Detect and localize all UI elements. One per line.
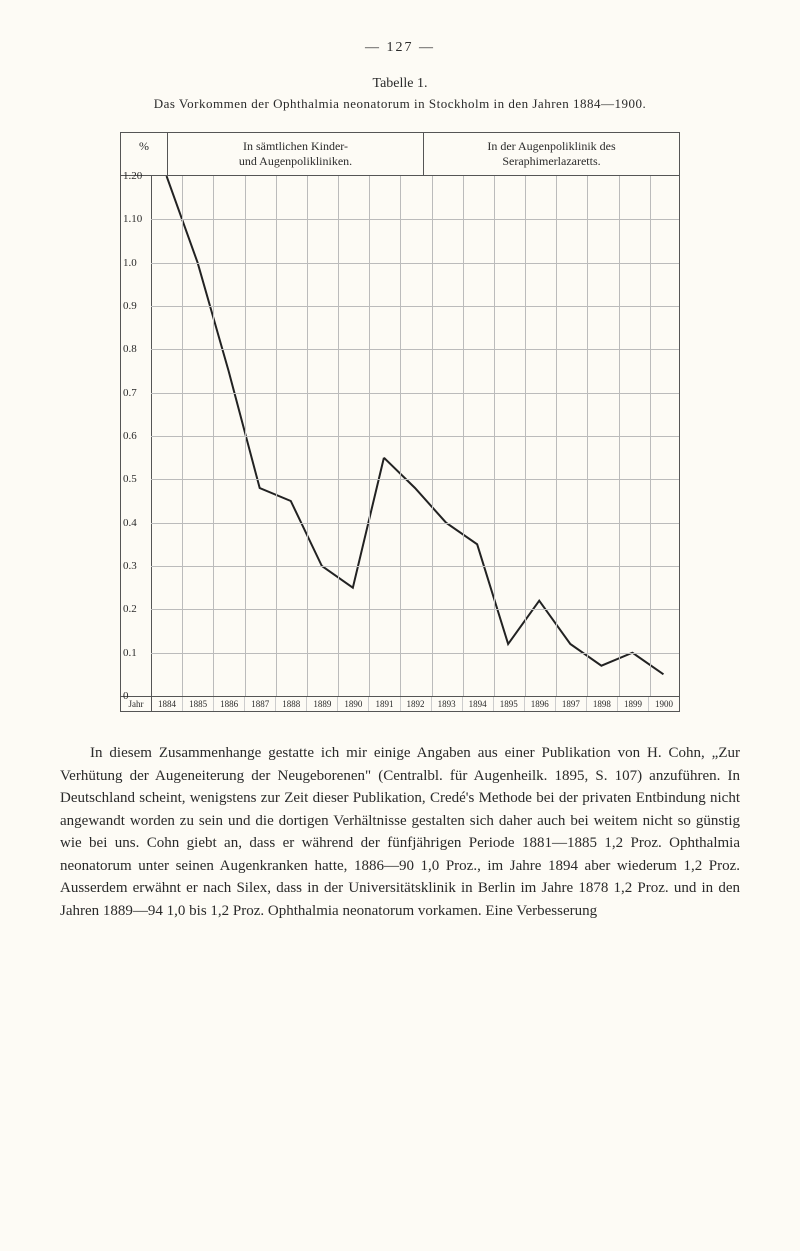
table-label: Tabelle 1. bbox=[60, 76, 740, 92]
y-tick-label: 0.9 bbox=[123, 300, 137, 312]
header-left: In sämtlichen Kinder- und Augenpoliklini… bbox=[168, 133, 424, 175]
y-tick-label: 0.6 bbox=[123, 430, 137, 442]
y-tick-label: 0.7 bbox=[123, 387, 137, 399]
x-tick-label: 1885 bbox=[183, 697, 214, 711]
x-tick-label: 1897 bbox=[556, 697, 587, 711]
grid-line-h bbox=[151, 436, 679, 437]
y-tick-label: 0.2 bbox=[123, 603, 137, 615]
grid-line-h bbox=[151, 523, 679, 524]
header-right-line1: In der Augenpoliklinik des bbox=[432, 139, 671, 154]
x-tick-label: 1899 bbox=[618, 697, 649, 711]
chart-headers: % In sämtlichen Kinder- und Augenpolikli… bbox=[120, 132, 680, 175]
y-tick-label: 0 bbox=[123, 690, 129, 702]
table-caption: Das Vorkommen der Ophthalmia neonatorum … bbox=[60, 96, 740, 112]
chart-plot-area: 1.201.101.00.90.80.70.60.50.40.30.20.10 bbox=[120, 175, 680, 697]
y-tick-label: 0.1 bbox=[123, 647, 137, 659]
y-axis: 1.201.101.00.90.80.70.60.50.40.30.20.10 bbox=[121, 176, 152, 696]
x-tick-label: 1892 bbox=[401, 697, 432, 711]
x-tick-label: 1900 bbox=[649, 697, 679, 711]
header-right: In der Augenpoliklinik des Seraphimerlaz… bbox=[424, 133, 679, 175]
grid-line-h bbox=[151, 609, 679, 610]
grid-line-h bbox=[151, 263, 679, 264]
grid-line-h bbox=[151, 349, 679, 350]
header-left-line1: In sämtlichen Kinder- bbox=[176, 139, 415, 154]
y-tick-label: 0.5 bbox=[123, 473, 137, 485]
x-tick-label: 1884 bbox=[152, 697, 183, 711]
x-tick-label: 1895 bbox=[494, 697, 525, 711]
y-tick-label: 1.20 bbox=[123, 170, 142, 182]
body-paragraph: In diesem Zusammenhange gestatte ich mir… bbox=[60, 742, 740, 922]
x-tick-label: 1888 bbox=[276, 697, 307, 711]
x-tick-label: 1886 bbox=[214, 697, 245, 711]
grid-line-h bbox=[151, 566, 679, 567]
x-tick-label: 1894 bbox=[463, 697, 494, 711]
plot bbox=[151, 176, 679, 696]
x-tick-label: 1898 bbox=[587, 697, 618, 711]
y-tick-label: 0.4 bbox=[123, 517, 137, 529]
header-left-line2: und Augenpolikliniken. bbox=[176, 154, 415, 169]
page-number: — 127 — bbox=[60, 40, 740, 56]
header-right-line2: Seraphimerlazaretts. bbox=[432, 154, 671, 169]
grid-line-h bbox=[151, 393, 679, 394]
x-tick-label: 1893 bbox=[432, 697, 463, 711]
y-tick-label: 1.0 bbox=[123, 257, 137, 269]
grid-line-h bbox=[151, 219, 679, 220]
grid-line-h bbox=[151, 479, 679, 480]
y-tick-label: 0.3 bbox=[123, 560, 137, 572]
header-percent: % bbox=[121, 133, 168, 175]
x-axis: Jahr 18841885188618871888188918901891189… bbox=[120, 697, 680, 712]
chart: % In sämtlichen Kinder- und Augenpolikli… bbox=[120, 132, 680, 712]
x-tick-label: 1896 bbox=[525, 697, 556, 711]
x-tick-label: 1889 bbox=[307, 697, 338, 711]
x-tick-label: 1887 bbox=[245, 697, 276, 711]
y-tick-label: 1.10 bbox=[123, 213, 142, 225]
y-tick-label: 0.8 bbox=[123, 343, 137, 355]
grid-line-h bbox=[151, 653, 679, 654]
x-tick-label: 1890 bbox=[338, 697, 369, 711]
x-tick-label: 1891 bbox=[369, 697, 400, 711]
grid-line-h bbox=[151, 306, 679, 307]
